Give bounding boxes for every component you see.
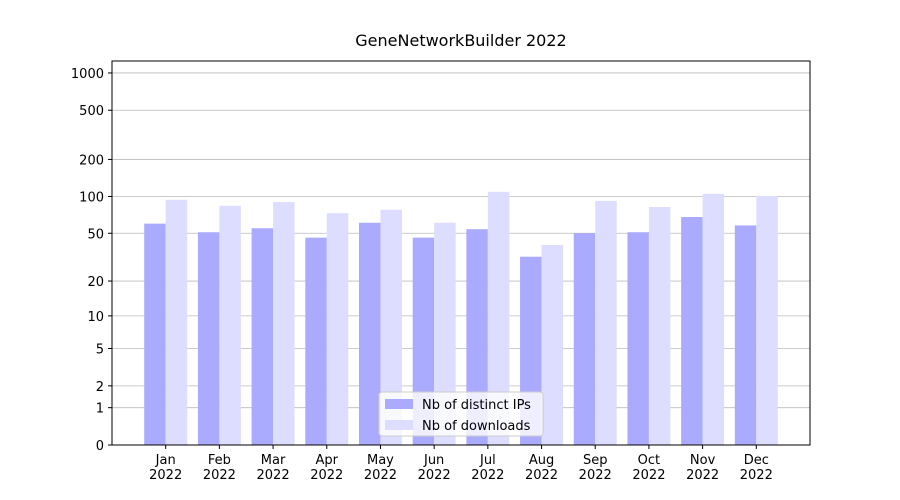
bar — [305, 237, 327, 445]
x-tick-label: Sep 2022 — [578, 453, 612, 483]
y-tick-label: 1 — [96, 402, 104, 417]
bar — [380, 209, 402, 445]
x-tick-label: Feb 2022 — [202, 453, 236, 483]
x-tick-label: Jan 2022 — [149, 453, 183, 483]
y-tick-label: 2 — [96, 380, 104, 395]
x-tick-label: May 2022 — [363, 453, 397, 483]
x-tick-label: Apr 2022 — [310, 453, 344, 483]
bar — [702, 193, 725, 445]
x-tick-label: Jun 2022 — [417, 453, 451, 483]
bar — [326, 213, 349, 445]
y-tick-label: 10 — [87, 310, 104, 325]
y-tick-label: 50 — [87, 227, 104, 242]
bar — [627, 232, 649, 445]
bar — [648, 207, 671, 445]
x-tick-label: Jul 2022 — [471, 453, 505, 483]
bar — [466, 229, 488, 445]
y-tick-label: 100 — [79, 190, 104, 205]
bar — [434, 222, 456, 445]
x-tick-label: Mar 2022 — [256, 453, 290, 483]
y-tick-label: 20 — [87, 275, 104, 290]
x-tick-label: Aug 2022 — [524, 453, 559, 483]
legend-label: Nb of downloads — [422, 419, 531, 434]
bar — [541, 245, 564, 445]
bar — [358, 222, 381, 445]
bar — [573, 233, 596, 445]
bar — [165, 199, 188, 445]
bar — [681, 216, 703, 445]
bar — [595, 200, 617, 445]
y-tick-label: 0 — [96, 439, 104, 454]
chart-title: GeneNetworkBuilder 2022 — [355, 31, 566, 50]
y-tick-label: 1000 — [71, 67, 104, 82]
bar — [734, 225, 757, 445]
x-tick-label: Nov 2022 — [686, 453, 720, 483]
bar — [756, 195, 778, 445]
plot-frame — [111, 60, 811, 446]
bar — [219, 205, 241, 445]
legend-swatch — [385, 420, 413, 430]
y-tick-label: 500 — [79, 104, 104, 119]
bar — [273, 202, 295, 445]
bar — [487, 191, 510, 445]
legend-swatch — [385, 399, 413, 409]
legend: Nb of distinct IPs Nb of downloads — [378, 391, 544, 437]
legend-label: Nb of distinct IPs — [422, 398, 531, 413]
y-tick-label: 5 — [96, 343, 104, 358]
x-tick-label: Dec 2022 — [739, 453, 773, 483]
x-tick-label: Oct 2022 — [632, 453, 666, 483]
bar — [144, 223, 166, 445]
legend-box — [378, 391, 544, 437]
bar — [197, 232, 220, 445]
y-tick-label: 200 — [79, 153, 104, 168]
bar — [251, 228, 274, 445]
